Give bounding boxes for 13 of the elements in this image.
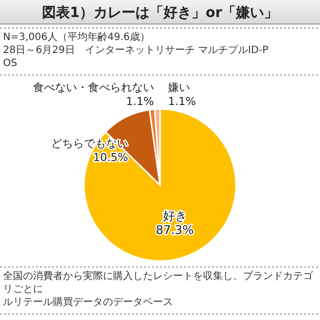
text: 全国の消費者から実際に購入したレシートを収集し、ブランドカテゴリごとに [3, 270, 314, 295]
data-label: 1.1% [168, 95, 196, 108]
chart-title: 図表1）カレーは「好き」or「嫌い」 [42, 5, 278, 21]
data-label: 1.1% [126, 95, 154, 108]
data-label: 10.5% [93, 151, 128, 164]
data-label: 87.3% [156, 223, 194, 238]
pie-slice [83, 108, 237, 262]
text: ルリテール購買データのデータベース [3, 296, 173, 308]
text: 28日～6月29日 インターネットリサーチ マルチプルID-POS [3, 44, 268, 69]
slice-label: 好き [162, 209, 187, 224]
slice-label: 食べない・食べられない [33, 81, 154, 94]
slice-label: 嫌い [168, 81, 190, 94]
text: N=3,006人（平均年齢49.6歳） [3, 31, 150, 43]
